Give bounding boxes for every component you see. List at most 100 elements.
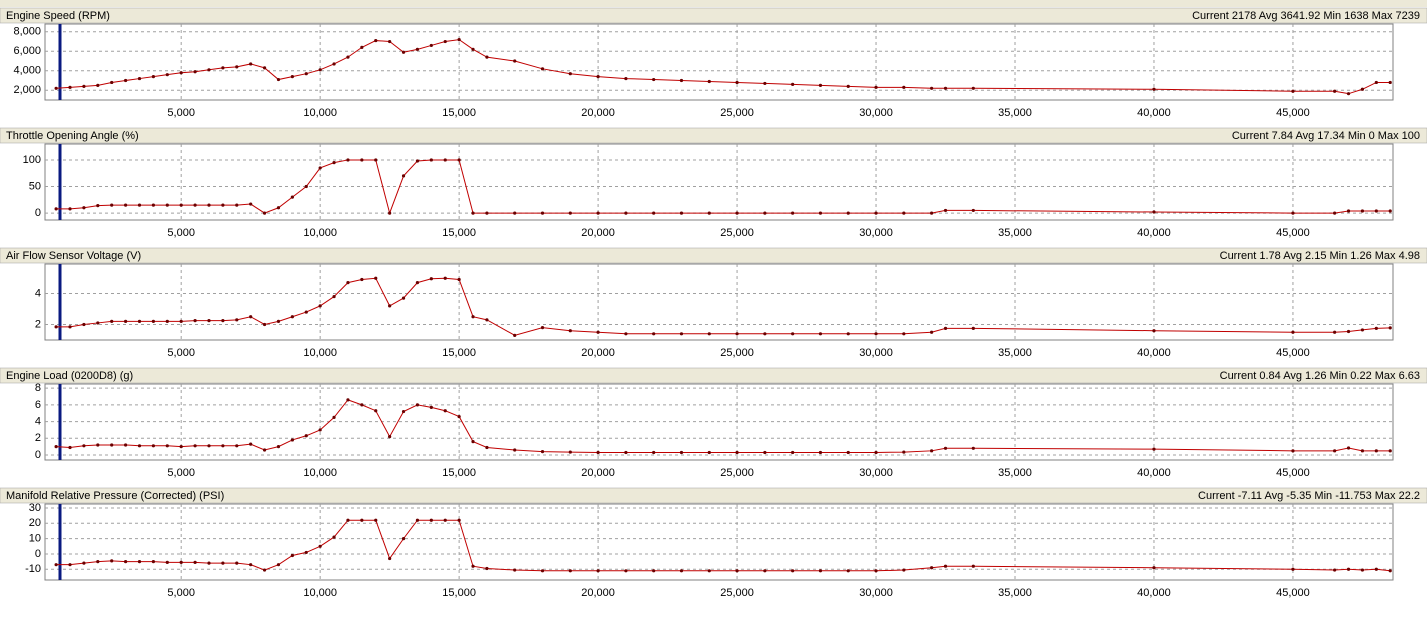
- data-point: [513, 211, 517, 215]
- y-tick-label: 8,000: [13, 26, 41, 38]
- data-point: [1291, 567, 1295, 571]
- plot-area: [44, 143, 1394, 221]
- data-point: [82, 561, 86, 565]
- x-tick-label: 25,000: [720, 587, 754, 599]
- panel-stats: Current -7.11 Avg -5.35 Min -11.753 Max …: [1198, 490, 1420, 502]
- y-tick-label: 30: [29, 502, 41, 514]
- data-point: [596, 330, 600, 334]
- data-point: [68, 325, 72, 329]
- data-point: [429, 405, 433, 409]
- data-point: [262, 322, 267, 327]
- data-point: [429, 518, 433, 522]
- data-point: [874, 569, 878, 573]
- data-point: [596, 450, 600, 455]
- data-point: [179, 445, 183, 449]
- data-point: [388, 39, 392, 44]
- data-point: [262, 568, 267, 572]
- data-point: [485, 55, 489, 59]
- data-point: [568, 211, 572, 215]
- data-point: [930, 211, 934, 215]
- data-point: [707, 569, 711, 573]
- data-point: [568, 72, 572, 76]
- data-point: [652, 450, 656, 455]
- data-point: [540, 67, 545, 71]
- data-point: [318, 428, 322, 432]
- data-point: [151, 560, 155, 564]
- x-tick-label: 40,000: [1137, 467, 1171, 479]
- x-tick-label: 35,000: [998, 467, 1032, 479]
- data-point: [874, 211, 878, 215]
- data-point: [1333, 449, 1337, 453]
- data-point: [943, 326, 948, 330]
- data-point: [457, 158, 461, 162]
- data-point: [165, 319, 169, 323]
- data-point: [165, 73, 169, 77]
- data-point: [443, 409, 447, 413]
- data-point: [471, 315, 475, 319]
- x-tick-label: 45,000: [1276, 227, 1310, 239]
- data-point: [1346, 209, 1351, 213]
- data-point: [513, 333, 517, 337]
- x-tick-label: 20,000: [581, 107, 615, 119]
- data-point: [735, 450, 739, 455]
- data-point: [485, 445, 489, 450]
- data-point: [193, 319, 197, 323]
- data-point: [151, 444, 155, 448]
- data-point: [513, 568, 517, 572]
- data-point: [1374, 80, 1378, 85]
- data-point: [1346, 567, 1351, 571]
- data-point: [221, 66, 225, 70]
- data-point: [846, 211, 850, 215]
- data-point: [902, 450, 906, 454]
- data-point: [485, 566, 489, 571]
- x-tick-label: 10,000: [303, 107, 337, 119]
- data-point: [110, 203, 114, 207]
- data-point: [568, 450, 572, 454]
- data-point: [471, 440, 475, 444]
- data-point: [679, 78, 684, 83]
- y-tick-label: 20: [29, 517, 41, 529]
- data-point: [1291, 449, 1295, 453]
- panel-stats: Current 2178 Avg 3641.92 Min 1638 Max 72…: [1192, 10, 1420, 22]
- data-point: [207, 444, 211, 448]
- data-point: [388, 556, 392, 561]
- x-tick-label: 30,000: [859, 347, 893, 359]
- data-point: [401, 537, 406, 541]
- data-point: [443, 158, 447, 162]
- data-point: [318, 68, 322, 72]
- data-point: [443, 276, 447, 280]
- data-point: [791, 332, 795, 336]
- data-point: [179, 560, 183, 564]
- panel-title: Throttle Opening Angle (%): [6, 130, 139, 142]
- data-point: [624, 450, 628, 455]
- y-tick-label: 2: [35, 318, 41, 330]
- x-tick-label: 40,000: [1137, 107, 1171, 119]
- data-point: [221, 319, 225, 323]
- data-point: [137, 319, 142, 323]
- data-point: [332, 62, 336, 66]
- data-point: [1152, 447, 1156, 451]
- data-point: [652, 211, 656, 215]
- panel-stats: Current 7.84 Avg 17.34 Min 0 Max 100: [1232, 130, 1420, 142]
- data-point: [290, 75, 294, 79]
- data-point: [276, 563, 281, 567]
- data-point: [902, 85, 906, 89]
- y-tick-label: 4: [35, 415, 41, 427]
- data-point: [1346, 329, 1351, 334]
- data-point: [262, 448, 267, 452]
- data-point: [235, 203, 239, 207]
- data-point: [318, 544, 322, 548]
- data-point: [290, 553, 294, 558]
- data-point: [818, 450, 823, 455]
- data-point: [221, 561, 225, 565]
- data-point: [374, 276, 378, 280]
- data-point: [1374, 449, 1378, 453]
- plot-area: [44, 23, 1394, 101]
- panel-title: Air Flow Sensor Voltage (V): [6, 250, 141, 262]
- y-tick-label: 8: [35, 382, 41, 394]
- y-tick-label: 2,000: [13, 84, 41, 96]
- toolbar: [0, 0, 1427, 7]
- data-point: [943, 446, 948, 450]
